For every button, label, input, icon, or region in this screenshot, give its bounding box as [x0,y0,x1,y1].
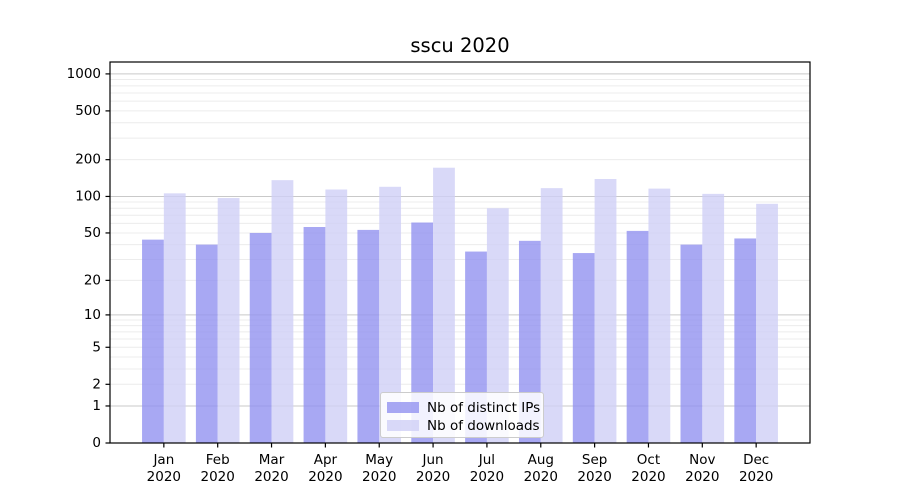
y-tick-label: 20 [84,272,101,288]
bar-downloads-may [379,186,402,443]
y-tick-label: 10 [84,307,101,323]
x-tick-label-month: Apr [314,452,338,468]
x-tick-label-month: Sep [582,452,607,468]
y-tick-label: 5 [92,339,101,355]
bar-ips-jun [411,222,434,443]
y-tick-label: 500 [75,103,101,119]
bar-downloads-nov [702,193,725,443]
bar-ips-dec [734,238,757,443]
legend-swatch-distinct-ips [387,401,419,414]
y-tick-label: 200 [75,152,101,168]
x-tick-label-month: Mar [259,452,285,468]
x-tick-label-year: 2020 [739,469,773,485]
bar-ips-jan [142,239,164,443]
x-tick-label-month: Jan [152,452,174,468]
x-tick-label-year: 2020 [470,469,504,485]
x-tick-label-month: Aug [528,452,554,468]
chart-title: sscu 2020 [410,34,510,57]
x-tick-label-month: Dec [743,452,769,468]
bar-downloads-feb [217,198,240,443]
legend: Nb of distinct IPs Nb of downloads [380,392,544,438]
bar-ips-may [357,229,380,443]
plot-frame [109,61,811,444]
x-tick-label-year: 2020 [685,469,719,485]
bar-downloads-sep [594,179,617,443]
bar-downloads-jun [433,167,455,443]
legend-item-distinct-ips: Nb of distinct IPs [387,399,543,416]
x-tick-label-year: 2020 [524,469,558,485]
legend-item-downloads: Nb of downloads [387,417,543,434]
bar-ips-oct [626,230,649,443]
x-tick-label-year: 2020 [201,469,235,485]
bar-downloads-oct [648,188,671,443]
x-tick-label-year: 2020 [254,469,288,485]
legend-label-downloads: Nb of downloads [427,417,540,434]
x-tick-label-month: Nov [689,452,715,468]
x-tick-label-year: 2020 [416,469,450,485]
bar-ips-nov [680,244,703,443]
y-tick-label: 50 [84,225,101,241]
bar-ips-feb [195,244,218,443]
x-tick-label-year: 2020 [362,469,396,485]
bar-downloads-jan [163,193,186,443]
y-tick-label: 100 [75,188,101,204]
y-tick-label: 1 [92,398,101,414]
x-tick-label-month: Oct [637,452,660,468]
bar-downloads-aug [540,188,563,443]
x-tick-label-year: 2020 [631,469,665,485]
x-tick-label-month: May [365,452,393,468]
bar-ips-sep [572,253,595,443]
bar-downloads-jul [486,208,509,443]
y-tick-label: 1000 [67,66,101,82]
x-tick-label-month: Jun [422,452,444,468]
legend-label-distinct-ips: Nb of distinct IPs [427,399,541,416]
x-tick-label-year: 2020 [147,469,181,485]
y-tick-label: 2 [92,376,101,392]
y-tick-label: 0 [92,435,101,451]
x-tick-label-year: 2020 [577,469,611,485]
legend-swatch-downloads [387,419,419,432]
bar-ips-mar [249,232,272,443]
bar-downloads-mar [271,180,294,444]
x-tick-label-year: 2020 [308,469,342,485]
x-tick-label-month: Jul [478,452,495,468]
x-tick-label-month: Feb [206,452,230,468]
bar-ips-apr [303,227,326,443]
bar-downloads-apr [325,189,348,443]
bar-downloads-dec [756,203,778,443]
